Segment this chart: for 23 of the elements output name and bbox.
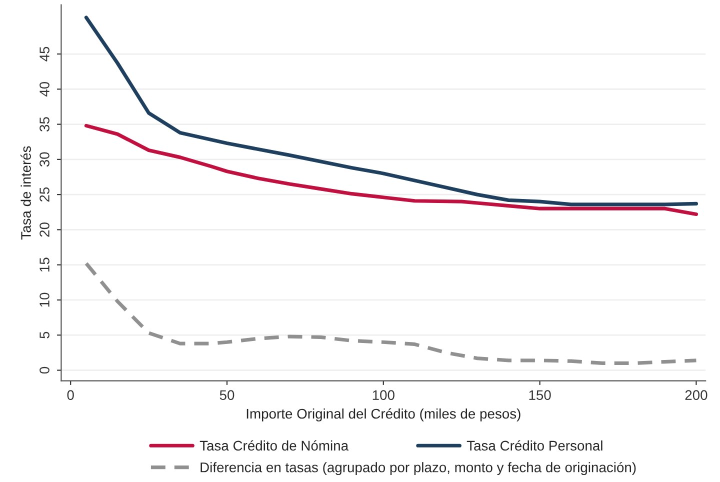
legend-label: Tasa Crédito de Nómina <box>200 440 349 451</box>
y-tick-label: 40 <box>40 82 50 97</box>
line-series <box>84 262 698 366</box>
y-tick-label: 35 <box>40 117 50 132</box>
y-tick-label: 10 <box>40 292 50 307</box>
y-tick-label: 30 <box>40 152 50 167</box>
y-tick-label: 20 <box>40 222 50 237</box>
y-tick-label: 15 <box>40 258 50 272</box>
x-axis-title: Importe Original del Crédito (miles de pesos) <box>246 408 520 422</box>
x-tick-label: 100 <box>372 390 394 400</box>
y-tick-label: 25 <box>40 187 50 202</box>
line-series <box>84 124 698 216</box>
y-axis-title: Tasa de interés <box>20 146 31 240</box>
x-tick-label: 200 <box>685 390 708 400</box>
x-tick-label: 150 <box>529 390 551 400</box>
y-tick-label: 45 <box>40 46 50 62</box>
y-tick-label: 5 <box>40 332 50 338</box>
legend-label: Tasa Crédito Personal <box>466 440 602 451</box>
x-tick-label: 50 <box>220 390 234 400</box>
y-tick-label: 0 <box>40 366 50 374</box>
x-tick-label: 0 <box>67 390 74 400</box>
legend-label: Diferencia en tasas (agrupado por plazo, monto y fecha de originación) <box>200 462 636 476</box>
line-series <box>84 16 698 206</box>
